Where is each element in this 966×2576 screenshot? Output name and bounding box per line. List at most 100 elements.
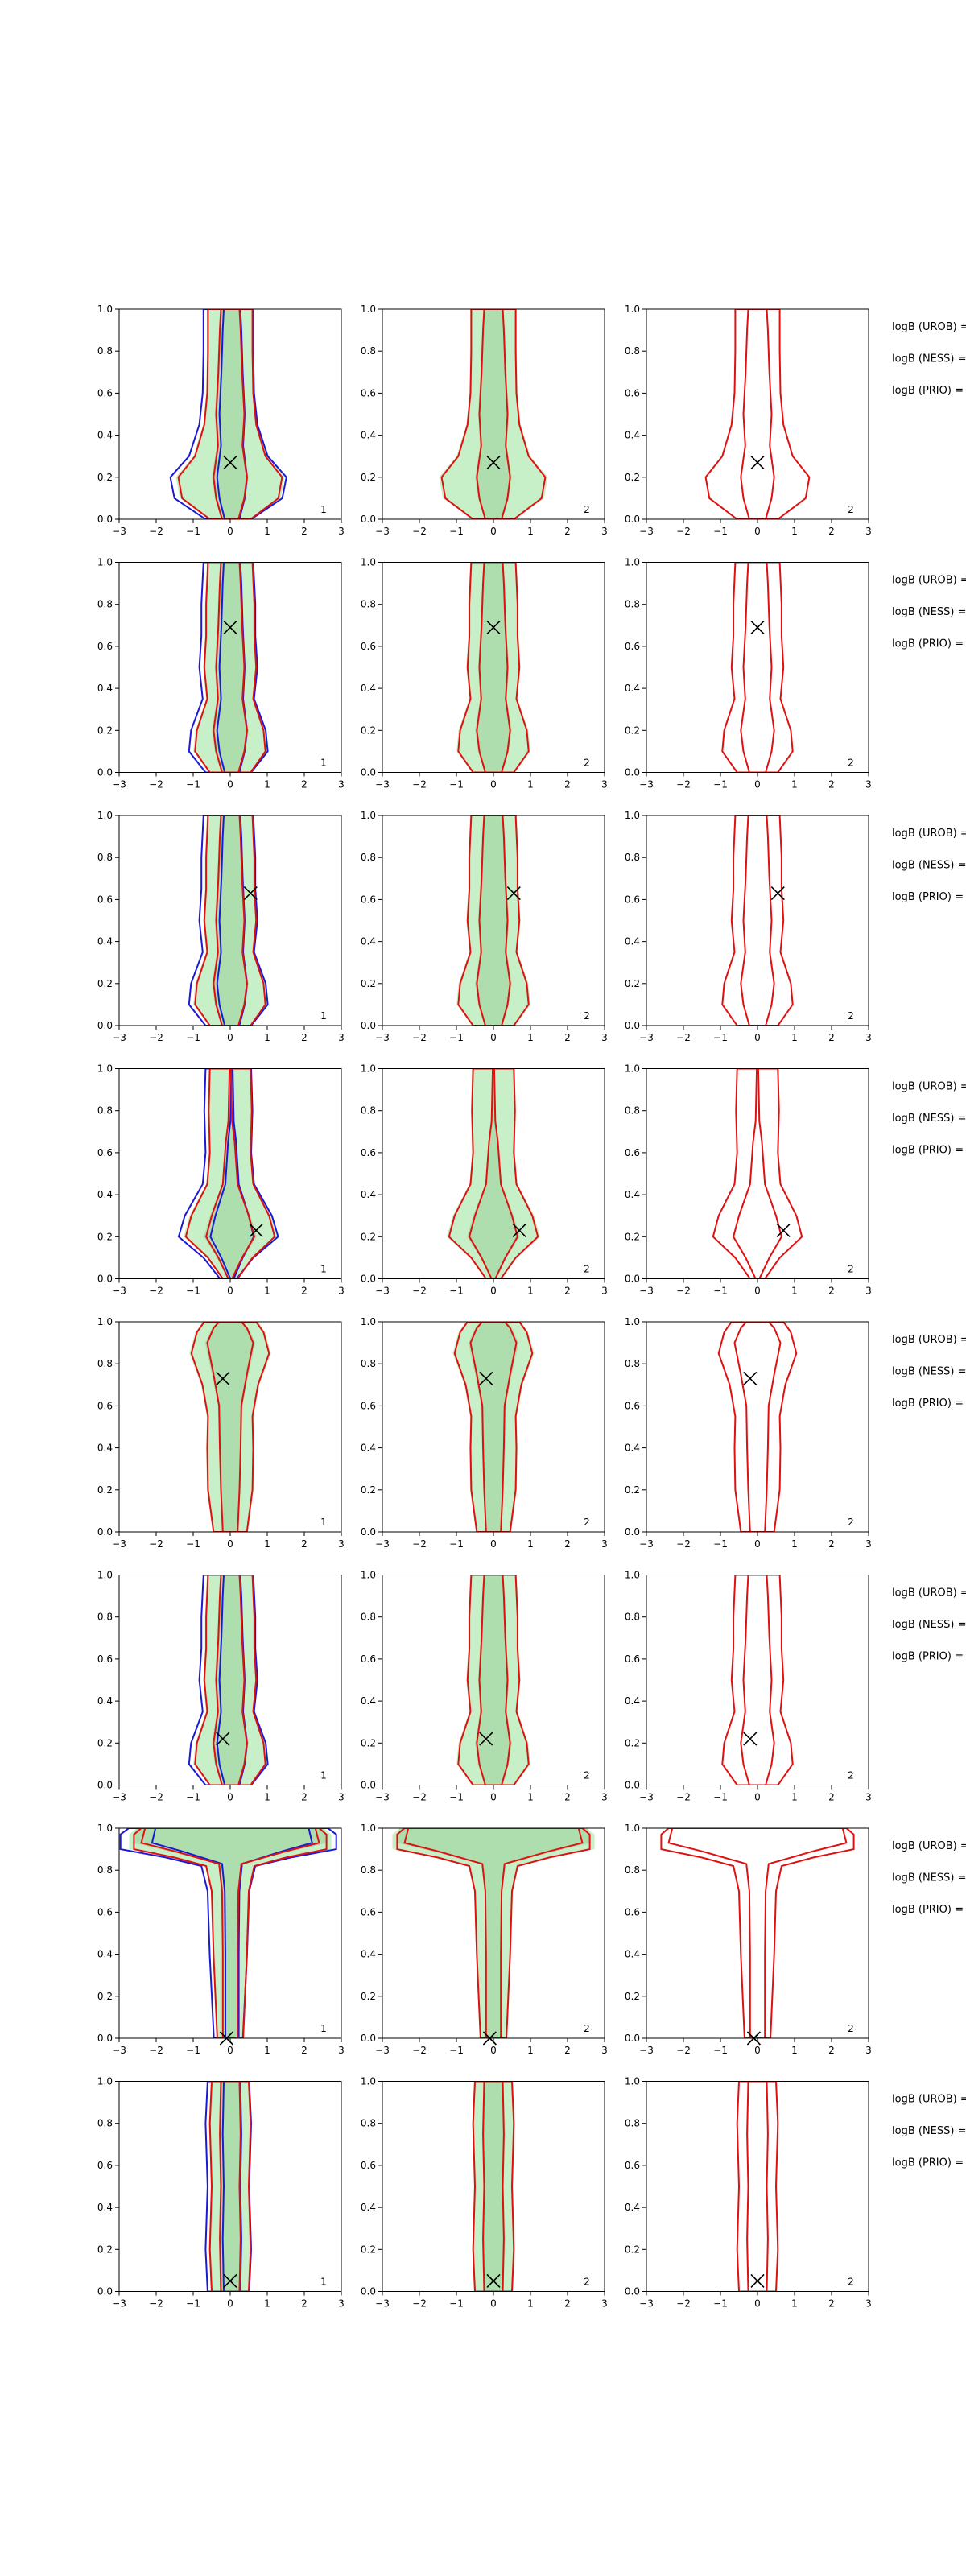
y-tick-label: 0.8	[97, 1864, 113, 1876]
cross-x-marker	[506, 886, 521, 901]
x-tick-label: 0	[754, 526, 761, 537]
x-tick-label: −2	[412, 2045, 427, 2056]
x-tick-label: 0	[754, 779, 761, 791]
panel-plot-area	[456, 815, 530, 1026]
cross-x-marker	[243, 886, 258, 901]
logb-label: logB (NESS) =	[892, 1619, 966, 1631]
cross-x-marker	[216, 1732, 230, 1746]
y-tick-label: 0.2	[625, 978, 640, 989]
panel-row5-col3: −3 −2 −1 0 1 2 30.00.20.40.60.81.02	[625, 1316, 872, 1550]
x-tick-label: 0	[754, 2045, 761, 2056]
x-tick-label: 2	[564, 526, 571, 537]
y-tick-label: 0.8	[625, 599, 640, 610]
x-tick-label: 1	[791, 2298, 798, 2310]
y-tick-label: 0.4	[361, 1695, 376, 1707]
x-tick-label: 2	[828, 1792, 835, 1803]
panel-row5-col2: −3 −2 −1 0 1 2 30.00.20.40.60.81.02	[361, 1316, 608, 1550]
y-tick-label: 1.0	[361, 1316, 376, 1327]
y-tick-label: 0.6	[625, 894, 640, 905]
red-contour-inner	[213, 309, 248, 519]
x-tick-label: 0	[227, 1032, 233, 1043]
x-tick-label: −3	[112, 779, 126, 791]
panel-row3-col3: −3 −2 −1 0 1 2 30.00.20.40.60.81.02	[625, 810, 872, 1043]
x-tick-label: 2	[828, 526, 835, 537]
panel-corner-label: 1	[320, 1517, 327, 1528]
blue-contour-outer	[177, 1068, 279, 1279]
y-tick-label: 0.4	[361, 1949, 376, 1960]
y-tick-label: 1.0	[97, 1316, 113, 1327]
x-tick-label: 0	[754, 2298, 761, 2310]
green-fill-inner	[481, 2081, 506, 2292]
x-tick-label: 2	[828, 2298, 835, 2310]
y-tick-label: 0.8	[625, 345, 640, 357]
panel-row8-col2: −3 −2 −1 0 1 2 30.00.20.40.60.81.02	[361, 2076, 608, 2310]
x-tick-label: 2	[564, 1538, 571, 1550]
x-tick-label: −1	[713, 1792, 728, 1803]
x-tick-label: 3	[338, 1792, 345, 1803]
x-tick-label: −2	[412, 1792, 427, 1803]
y-tick-label: 0.6	[97, 1906, 113, 1918]
red-contour-outer	[721, 562, 794, 773]
panel-row7-col3: −3 −2 −1 0 1 2 30.00.20.40.60.81.02	[625, 1823, 872, 2056]
x-tick-label: 3	[865, 1792, 872, 1803]
y-tick-label: 1.0	[625, 1063, 640, 1075]
x-tick-label: 1	[527, 1538, 534, 1550]
red-contour-outer	[712, 1068, 803, 1279]
cross-x-marker	[216, 1371, 230, 1386]
green-fill-inner	[468, 1322, 519, 1532]
x-tick-label: −1	[713, 1032, 728, 1043]
x-tick-label: −1	[713, 2298, 728, 2310]
y-tick-label: 0.6	[361, 2160, 376, 2171]
x-tick-label: 3	[338, 1286, 345, 1297]
x-tick-label: 1	[791, 2045, 798, 2056]
y-tick-label: 0.0	[361, 1274, 376, 1285]
x-tick-label: −3	[639, 2298, 654, 2310]
y-tick-label: 0.0	[97, 2033, 113, 2044]
y-tick-label: 0.0	[625, 1526, 640, 1538]
y-tick-label: 0.4	[97, 2202, 113, 2213]
red-contour-outer	[440, 309, 547, 519]
cross-x-marker	[750, 455, 765, 470]
logb-label: logB (PRIO) =	[892, 1904, 964, 1916]
panel-plot-area	[452, 1322, 535, 1532]
cross-x-marker	[743, 1371, 758, 1386]
y-tick-label: 0.4	[625, 683, 640, 694]
green-fill-inner	[204, 1068, 257, 1279]
x-tick-label: 2	[564, 2045, 571, 2056]
y-tick-label: 1.0	[625, 1823, 640, 1834]
red-contour-inner	[482, 2081, 505, 2292]
panel-plot-area	[439, 309, 548, 519]
cross-x-marker	[750, 620, 765, 634]
panel-row8-col3: −3 −2 −1 0 1 2 30.00.20.40.60.81.02	[625, 2076, 872, 2310]
axes-frame	[646, 1321, 869, 1533]
y-tick-label: 0.2	[97, 1231, 113, 1242]
panel-corner-label: 1	[320, 1010, 327, 1022]
blue-contour-outer	[119, 1828, 337, 2038]
y-tick-label: 0.6	[361, 1653, 376, 1665]
y-tick-label: 0.0	[361, 1020, 376, 1031]
red-contour-outer	[736, 2081, 779, 2292]
panel-corner-label: 2	[848, 1770, 854, 1781]
x-tick-label: −3	[375, 1538, 390, 1550]
logb-label: logB (UROB) =	[892, 1587, 966, 1600]
x-tick-label: 1	[527, 526, 534, 537]
x-tick-label: 0	[754, 1286, 761, 1297]
logb-label: logB (UROB) =	[892, 321, 966, 333]
panel-plot-area	[188, 562, 269, 773]
y-tick-label: 0.4	[361, 2202, 376, 2213]
logb-label: logB (UROB) =	[892, 1081, 966, 1093]
cross-x-marker	[223, 455, 237, 470]
logb-label: logB (NESS) =	[892, 860, 966, 872]
y-tick-label: 0.6	[625, 1147, 640, 1158]
y-tick-label: 0.8	[361, 2118, 376, 2129]
y-tick-label: 0.0	[625, 1780, 640, 1791]
red-contour-outer	[194, 1575, 266, 1785]
y-tick-label: 0.4	[625, 1949, 640, 1960]
x-tick-label: −3	[375, 2298, 390, 2310]
x-tick-label: 1	[264, 1032, 270, 1043]
x-tick-label: 2	[828, 2045, 835, 2056]
x-tick-label: 3	[601, 2045, 608, 2056]
x-tick-label: 0	[490, 1538, 497, 1550]
green-fill-inner	[475, 1575, 512, 1785]
y-tick-label: 0.2	[625, 1737, 640, 1748]
